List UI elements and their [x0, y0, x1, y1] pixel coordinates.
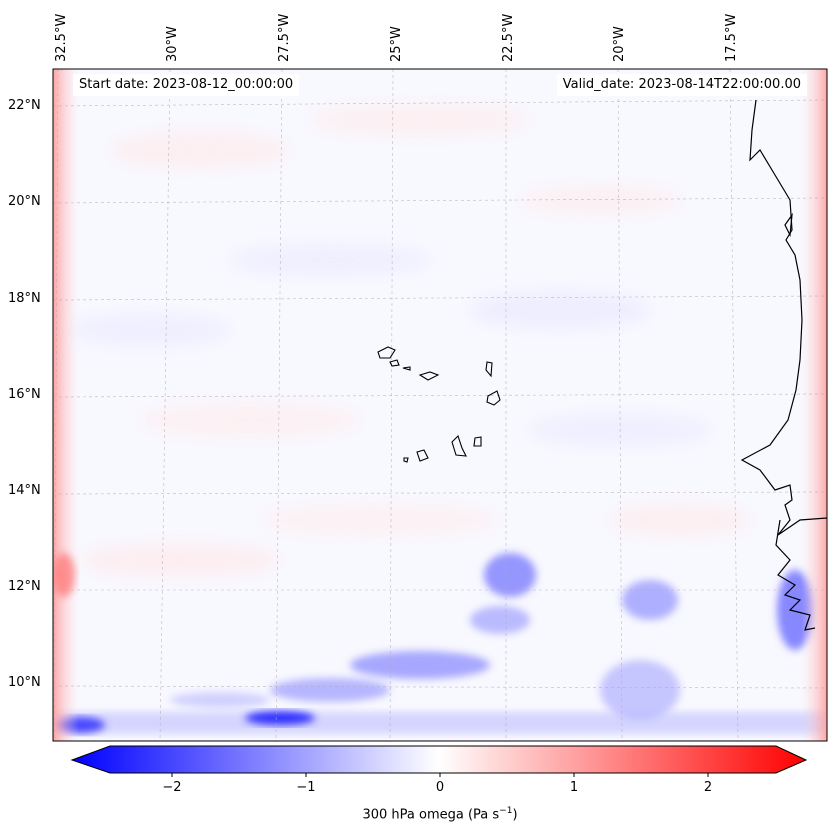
map-frame — [52, 68, 828, 742]
lat-label: 22°N — [8, 98, 41, 113]
colorbar-tick-label: 1 — [569, 780, 579, 795]
lon-label: 20°W — [612, 26, 627, 62]
colorbar-tick-label: −2 — [162, 780, 182, 795]
coastline — [740, 99, 827, 631]
lat-label: 16°N — [8, 387, 41, 402]
lon-label: 27.5°W — [277, 13, 292, 62]
colorbar-tick-label: 2 — [703, 780, 713, 795]
lon-label: 30°W — [165, 26, 180, 62]
lat-label: 14°N — [8, 483, 41, 498]
lat-label: 12°N — [8, 579, 41, 594]
colorbar-label-exponent: −1 — [499, 806, 513, 816]
graticule — [53, 69, 827, 741]
lon-label: 25°W — [389, 26, 404, 62]
colorbar-tick-label: 0 — [435, 780, 445, 795]
colorbar — [70, 745, 808, 777]
lon-label: 17.5°W — [724, 13, 739, 62]
start-date-label: Start date: 2023-08-12_00:00:00 — [73, 74, 300, 96]
colorbar-label: 300 hPa omega (Pa s−1) — [362, 806, 517, 822]
cape-verde-islands — [377, 346, 501, 463]
lat-label: 10°N — [8, 675, 41, 690]
omega-field — [53, 69, 827, 741]
lon-label: 22.5°W — [501, 13, 516, 62]
lat-label: 18°N — [8, 291, 41, 306]
colorbar-label-text: 300 hPa omega (Pa s — [362, 807, 500, 823]
valid-date-label: Valid_date: 2023-08-14T22:00:00.00 — [556, 74, 807, 96]
lon-label: 32.5°W — [54, 13, 69, 62]
colorbar-tick-label: −1 — [296, 780, 316, 795]
colorbar-label-close: ) — [512, 807, 518, 823]
lat-label: 20°N — [8, 194, 41, 209]
